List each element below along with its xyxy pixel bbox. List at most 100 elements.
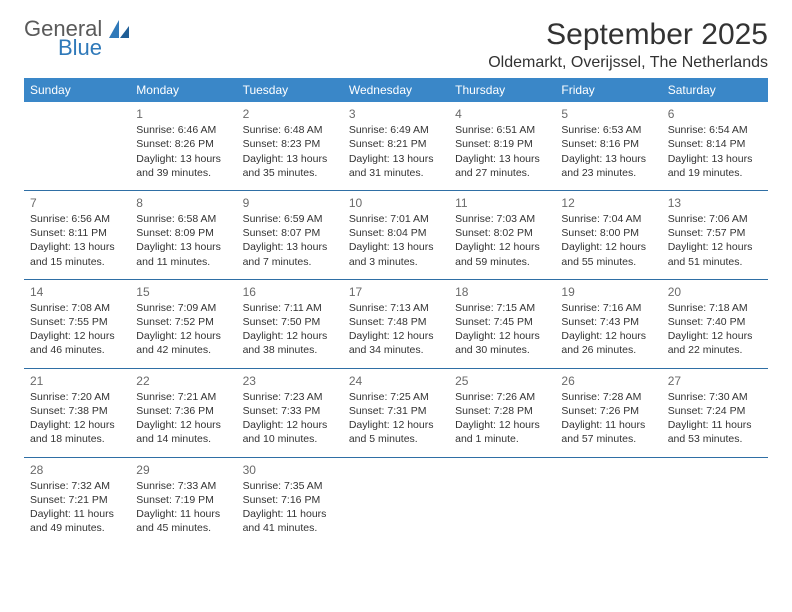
daylight-text: and 49 minutes. — [30, 521, 124, 535]
daylight-text: Daylight: 11 hours — [30, 507, 124, 521]
sunrise-text: Sunrise: 6:54 AM — [668, 123, 762, 137]
sunrise-text: Sunrise: 7:06 AM — [668, 212, 762, 226]
brand-logo: General Blue — [24, 18, 131, 59]
daylight-text: Daylight: 13 hours — [561, 152, 655, 166]
daylight-text: and 55 minutes. — [561, 255, 655, 269]
calendar-day-cell: 24Sunrise: 7:25 AMSunset: 7:31 PMDayligh… — [343, 368, 449, 457]
sunset-text: Sunset: 8:04 PM — [349, 226, 443, 240]
sunset-text: Sunset: 7:26 PM — [561, 404, 655, 418]
sunset-text: Sunset: 7:33 PM — [243, 404, 337, 418]
sunset-text: Sunset: 8:21 PM — [349, 137, 443, 151]
daylight-text: and 3 minutes. — [349, 255, 443, 269]
daylight-text: and 11 minutes. — [136, 255, 230, 269]
location-subtitle: Oldemarkt, Overijssel, The Netherlands — [488, 54, 768, 72]
calendar-empty-cell — [555, 457, 661, 545]
calendar-day-cell: 28Sunrise: 7:32 AMSunset: 7:21 PMDayligh… — [24, 457, 130, 545]
calendar-day-cell: 17Sunrise: 7:13 AMSunset: 7:48 PMDayligh… — [343, 279, 449, 368]
daylight-text: Daylight: 12 hours — [668, 240, 762, 254]
calendar-day-cell: 22Sunrise: 7:21 AMSunset: 7:36 PMDayligh… — [130, 368, 236, 457]
sunrise-text: Sunrise: 7:25 AM — [349, 390, 443, 404]
day-number: 17 — [349, 284, 443, 300]
calendar-day-cell: 10Sunrise: 7:01 AMSunset: 8:04 PMDayligh… — [343, 190, 449, 279]
calendar-day-cell: 19Sunrise: 7:16 AMSunset: 7:43 PMDayligh… — [555, 279, 661, 368]
daylight-text: Daylight: 13 hours — [136, 240, 230, 254]
daylight-text: and 7 minutes. — [243, 255, 337, 269]
sunset-text: Sunset: 7:19 PM — [136, 493, 230, 507]
day-number: 16 — [243, 284, 337, 300]
day-number: 11 — [455, 195, 549, 211]
sunrise-text: Sunrise: 7:35 AM — [243, 479, 337, 493]
daylight-text: and 18 minutes. — [30, 432, 124, 446]
day-number: 22 — [136, 373, 230, 389]
calendar-day-cell: 4Sunrise: 6:51 AMSunset: 8:19 PMDaylight… — [449, 102, 555, 190]
daylight-text: and 1 minute. — [455, 432, 549, 446]
calendar-week-row: 7Sunrise: 6:56 AMSunset: 8:11 PMDaylight… — [24, 190, 768, 279]
calendar-day-cell: 20Sunrise: 7:18 AMSunset: 7:40 PMDayligh… — [662, 279, 768, 368]
weekday-header: Sunday — [24, 78, 130, 102]
calendar-day-cell: 13Sunrise: 7:06 AMSunset: 7:57 PMDayligh… — [662, 190, 768, 279]
day-number: 19 — [561, 284, 655, 300]
daylight-text: and 53 minutes. — [668, 432, 762, 446]
sunrise-text: Sunrise: 7:15 AM — [455, 301, 549, 315]
daylight-text: Daylight: 12 hours — [136, 329, 230, 343]
calendar-empty-cell — [449, 457, 555, 545]
daylight-text: Daylight: 13 hours — [349, 152, 443, 166]
daylight-text: and 42 minutes. — [136, 343, 230, 357]
sunrise-text: Sunrise: 7:11 AM — [243, 301, 337, 315]
calendar-day-cell: 26Sunrise: 7:28 AMSunset: 7:26 PMDayligh… — [555, 368, 661, 457]
daylight-text: and 51 minutes. — [668, 255, 762, 269]
daylight-text: Daylight: 12 hours — [30, 418, 124, 432]
sunset-text: Sunset: 7:45 PM — [455, 315, 549, 329]
sunrise-text: Sunrise: 7:09 AM — [136, 301, 230, 315]
daylight-text: and 59 minutes. — [455, 255, 549, 269]
daylight-text: and 22 minutes. — [668, 343, 762, 357]
daylight-text: Daylight: 11 hours — [668, 418, 762, 432]
daylight-text: and 27 minutes. — [455, 166, 549, 180]
day-number: 18 — [455, 284, 549, 300]
day-number: 10 — [349, 195, 443, 211]
day-number: 29 — [136, 462, 230, 478]
calendar-day-cell: 16Sunrise: 7:11 AMSunset: 7:50 PMDayligh… — [237, 279, 343, 368]
sunrise-text: Sunrise: 7:20 AM — [30, 390, 124, 404]
sunrise-text: Sunrise: 6:49 AM — [349, 123, 443, 137]
sunset-text: Sunset: 8:23 PM — [243, 137, 337, 151]
daylight-text: Daylight: 11 hours — [243, 507, 337, 521]
calendar-day-cell: 3Sunrise: 6:49 AMSunset: 8:21 PMDaylight… — [343, 102, 449, 190]
daylight-text: Daylight: 12 hours — [243, 418, 337, 432]
daylight-text: Daylight: 12 hours — [668, 329, 762, 343]
daylight-text: and 30 minutes. — [455, 343, 549, 357]
sunset-text: Sunset: 8:14 PM — [668, 137, 762, 151]
day-number: 5 — [561, 106, 655, 122]
sunset-text: Sunset: 7:16 PM — [243, 493, 337, 507]
day-number: 4 — [455, 106, 549, 122]
sunrise-text: Sunrise: 7:04 AM — [561, 212, 655, 226]
daylight-text: Daylight: 13 hours — [668, 152, 762, 166]
calendar-week-row: 14Sunrise: 7:08 AMSunset: 7:55 PMDayligh… — [24, 279, 768, 368]
sunset-text: Sunset: 7:38 PM — [30, 404, 124, 418]
sunset-text: Sunset: 7:28 PM — [455, 404, 549, 418]
calendar-day-cell: 25Sunrise: 7:26 AMSunset: 7:28 PMDayligh… — [449, 368, 555, 457]
day-number: 23 — [243, 373, 337, 389]
calendar-week-row: 28Sunrise: 7:32 AMSunset: 7:21 PMDayligh… — [24, 457, 768, 545]
daylight-text: and 38 minutes. — [243, 343, 337, 357]
sunrise-text: Sunrise: 6:46 AM — [136, 123, 230, 137]
daylight-text: Daylight: 13 hours — [455, 152, 549, 166]
calendar-day-cell: 23Sunrise: 7:23 AMSunset: 7:33 PMDayligh… — [237, 368, 343, 457]
daylight-text: Daylight: 13 hours — [30, 240, 124, 254]
sunrise-text: Sunrise: 7:32 AM — [30, 479, 124, 493]
day-number: 24 — [349, 373, 443, 389]
day-number: 26 — [561, 373, 655, 389]
sunset-text: Sunset: 7:43 PM — [561, 315, 655, 329]
sunrise-text: Sunrise: 7:23 AM — [243, 390, 337, 404]
sunset-text: Sunset: 7:57 PM — [668, 226, 762, 240]
header: General Blue September 2025 Oldemarkt, O… — [24, 18, 768, 72]
weekday-header: Tuesday — [237, 78, 343, 102]
sunrise-text: Sunrise: 7:21 AM — [136, 390, 230, 404]
sunrise-text: Sunrise: 6:53 AM — [561, 123, 655, 137]
weekday-header: Monday — [130, 78, 236, 102]
daylight-text: and 5 minutes. — [349, 432, 443, 446]
day-number: 3 — [349, 106, 443, 122]
daylight-text: Daylight: 12 hours — [455, 418, 549, 432]
daylight-text: and 31 minutes. — [349, 166, 443, 180]
sunset-text: Sunset: 8:02 PM — [455, 226, 549, 240]
